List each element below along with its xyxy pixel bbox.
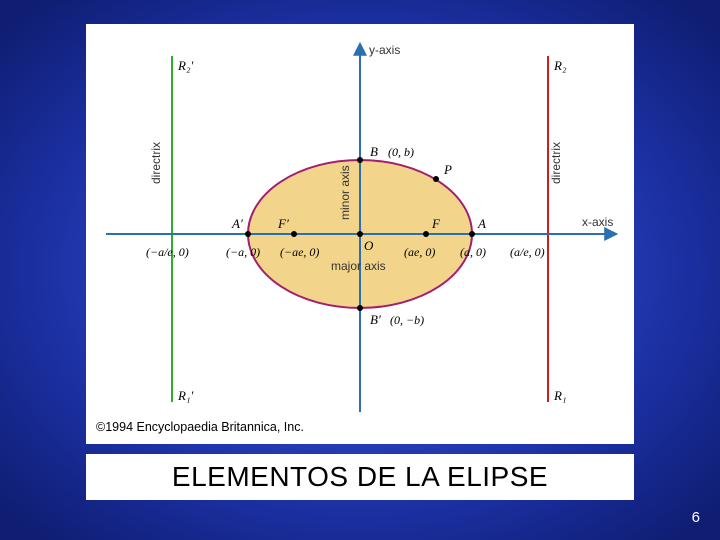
x-axis-label: x-axis — [582, 215, 613, 229]
slide-title: ELEMENTOS DE LA ELIPSE — [172, 461, 548, 493]
directrix-left-label: directrix — [149, 142, 163, 184]
directrix-right-label: directrix — [549, 142, 563, 184]
label-Ap: A′ — [231, 216, 243, 231]
point-Ap — [245, 231, 251, 237]
point-B — [357, 157, 363, 163]
coord-DxR: (a/e, 0) — [510, 245, 545, 259]
minor-axis-label: minor axis — [338, 165, 352, 220]
coord-Fp: (−ae, 0) — [280, 245, 319, 259]
label-Fp: F′ — [277, 216, 289, 231]
major-axis-label: major axis — [331, 259, 386, 273]
label-R2: R₂ — [553, 58, 567, 73]
label-B-coord: (0, b) — [388, 145, 414, 159]
label-Bp-coord: (0, −b) — [390, 313, 424, 327]
ellipse-diagram: y-axis x-axis major axis minor axis dire… — [86, 24, 634, 444]
coord-Ap: (−a, 0) — [226, 245, 260, 259]
point-A — [469, 231, 475, 237]
copyright-text: ©1994 Encyclopaedia Britannica, Inc. — [96, 420, 304, 434]
y-axis-label: y-axis — [369, 43, 400, 57]
label-R2p: R₂′ — [177, 58, 193, 73]
coord-DxL: (−a/e, 0) — [146, 245, 189, 259]
title-box: ELEMENTOS DE LA ELIPSE — [86, 454, 634, 500]
slide: y-axis x-axis major axis minor axis dire… — [0, 0, 720, 540]
coord-F: (ae, 0) — [404, 245, 435, 259]
label-F: F — [431, 216, 441, 231]
label-A: A — [477, 216, 486, 231]
page-number: 6 — [692, 509, 700, 526]
point-O — [357, 231, 363, 237]
point-Bp — [357, 305, 363, 311]
point-F — [423, 231, 429, 237]
label-B: B — [370, 144, 378, 159]
label-O: O — [364, 238, 374, 253]
point-P — [433, 176, 439, 182]
label-Bp: B′ — [370, 312, 381, 327]
label-P: P — [443, 162, 452, 177]
label-R1: R₁ — [553, 388, 566, 403]
coord-A: (a, 0) — [460, 245, 486, 259]
point-Fp — [291, 231, 297, 237]
label-R1p: R₁′ — [177, 388, 193, 403]
